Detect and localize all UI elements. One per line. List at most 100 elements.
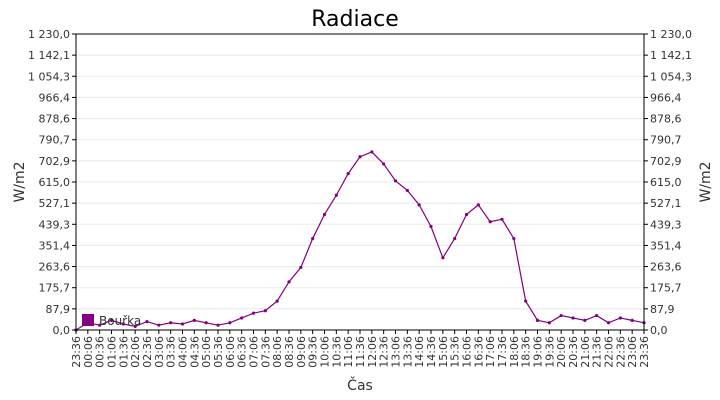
x-tick-label: 23:06: [626, 336, 639, 368]
x-tick-label: 04:06: [177, 336, 190, 368]
y-axis-label-left: W/m2: [12, 161, 28, 202]
y-tick-label-right: 175,7: [650, 282, 682, 295]
y-tick-label-right: 351,4: [650, 239, 682, 252]
y-tick-label-right: 439,3: [650, 218, 682, 231]
data-point: [145, 319, 149, 324]
y-tick-label-right: 615,0: [650, 176, 682, 189]
data-point: [417, 203, 421, 207]
x-tick-label: 09:06: [295, 336, 308, 368]
data-point: [606, 321, 611, 325]
data-point: [204, 321, 208, 325]
x-tick-label: 21:36: [591, 336, 604, 368]
x-tick-label: 14:36: [425, 336, 438, 368]
data-point: [240, 316, 244, 320]
x-tick-label: 21:06: [579, 336, 592, 368]
data-point: [488, 220, 492, 224]
x-tick-label: 18:06: [508, 336, 521, 368]
y-tick-label-left: 351,4: [39, 239, 71, 252]
x-tick-label: 01:06: [106, 336, 119, 368]
x-tick-label: 13:06: [390, 336, 403, 368]
x-tick-label: 08:06: [271, 336, 284, 368]
data-point: [157, 323, 161, 327]
series-line: [75, 151, 645, 331]
y-tick-label-right: 790,7: [650, 134, 682, 147]
data-point: [512, 236, 516, 241]
y-tick-label-left: 0,0: [53, 324, 71, 337]
y-tick-label-left: 1 142,1: [28, 49, 70, 62]
y-tick-label-left: 878,6: [39, 113, 71, 126]
x-tick-label: 11:36: [354, 336, 367, 368]
data-point: [322, 212, 327, 217]
x-tick-label: 16:06: [461, 336, 474, 368]
y-tick-label-left: 87,9: [46, 303, 71, 316]
y-tick-label-right: 702,9: [650, 155, 682, 168]
y-tick-label-right: 1 054,3: [650, 70, 692, 83]
y-tick-label-right: 0,0: [650, 324, 668, 337]
y-tick-label-left: 263,6: [39, 261, 71, 274]
data-point: [559, 313, 563, 318]
y-tick-label-right: 263,6: [650, 261, 682, 274]
y-tick-label-left: 527,1: [39, 197, 71, 210]
data-point: [382, 162, 386, 166]
data-point: [346, 171, 350, 176]
x-tick-label: 09:36: [307, 336, 320, 368]
x-tick-label: 19:36: [543, 336, 556, 368]
data-point: [500, 217, 504, 221]
y-axis-label-right: W/m2: [698, 161, 714, 202]
data-point: [571, 316, 575, 320]
data-point: [251, 311, 256, 315]
data-point: [595, 313, 599, 318]
x-tick-label: 05:06: [200, 336, 213, 368]
data-point: [133, 324, 137, 328]
data-point: [275, 299, 279, 303]
x-tick-label: 08:36: [283, 336, 296, 368]
y-tick-label-right: 87,9: [650, 303, 675, 316]
data-point: [169, 321, 173, 325]
grid-lines: [76, 54, 644, 310]
data-point: [524, 299, 528, 303]
data-point: [405, 188, 409, 193]
x-tick-label: 06:06: [224, 336, 237, 368]
data-point: [583, 318, 587, 322]
data-point: [192, 318, 196, 322]
data-point: [476, 203, 480, 207]
y-tick-label-left: 702,9: [39, 155, 71, 168]
x-tick-label: 01:36: [117, 336, 130, 368]
data-point: [441, 256, 445, 260]
x-tick-label: 10:06: [319, 336, 332, 368]
data-point: [429, 224, 433, 229]
x-tick-label: 00:36: [94, 336, 107, 368]
x-tick-label: 03:36: [165, 336, 178, 368]
y-tick-label-right: 1 230,0: [650, 28, 692, 41]
x-tick-label: 04:36: [188, 336, 201, 368]
data-point: [464, 212, 469, 217]
x-tick-label: 03:06: [153, 336, 166, 368]
x-tick-label: 22:06: [603, 336, 616, 368]
data-point: [98, 323, 102, 327]
y-tick-label-left: 615,0: [39, 176, 71, 189]
x-tick-label: 17:06: [484, 336, 497, 368]
x-tick-label: 06:36: [236, 336, 249, 368]
y-tick-label-right: 527,1: [650, 197, 682, 210]
x-tick-label: 14:06: [413, 336, 426, 368]
y-tick-label-left: 175,7: [39, 282, 71, 295]
data-point: [228, 321, 232, 325]
x-tick-label: 00:06: [82, 336, 95, 368]
x-tick-label: 10:36: [330, 336, 343, 368]
x-axis-label: Čas: [347, 376, 373, 394]
data-point: [263, 309, 267, 313]
x-tick-label: 15:36: [449, 336, 462, 368]
data-point: [358, 155, 362, 159]
x-tick-label: 20:06: [555, 336, 568, 368]
y-tick-label-left: 1 054,3: [28, 70, 70, 83]
x-tick-label: 23:36: [70, 336, 83, 368]
y-tick-label-left: 439,3: [39, 218, 71, 231]
x-tick-label: 07:06: [248, 336, 261, 368]
y-tick-label-right: 1 142,1: [650, 49, 692, 62]
chart-title: Radiace: [311, 7, 398, 32]
x-tick-label: 23:36: [638, 336, 651, 368]
data-point: [453, 236, 457, 241]
x-tick-label: 12:36: [378, 336, 391, 368]
x-tick-label: 16:36: [472, 336, 485, 368]
